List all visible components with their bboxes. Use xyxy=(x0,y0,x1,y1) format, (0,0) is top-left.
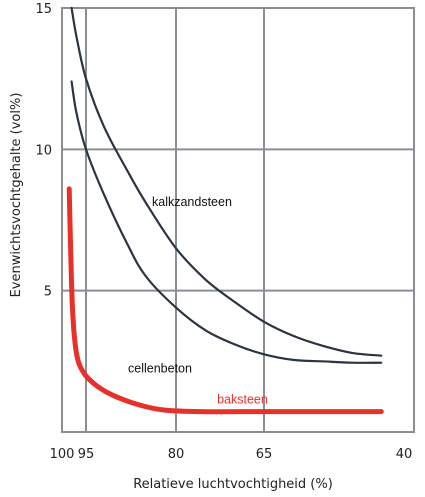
x-axis-title: Relatieve luchtvochtigheid (%) xyxy=(133,477,333,492)
x-tick-label: 40 xyxy=(396,447,413,462)
x-tick-label: 100 xyxy=(50,447,75,462)
x-tick-label: 80 xyxy=(168,447,185,462)
tick-labels: 100 95 80 65 40 5 10 15 xyxy=(35,2,412,462)
x-tick-label: 65 xyxy=(256,447,273,462)
series-label-kalkzandsteen: kalkzandsteen xyxy=(152,195,232,209)
y-tick-label: 15 xyxy=(35,2,52,17)
x-tick-label: 95 xyxy=(78,447,95,462)
plot-frame xyxy=(61,7,415,433)
annotation-layer: kalkzandsteen cellenbeton baksteen xyxy=(128,195,268,407)
y-axis-title: Evenwichtsvochtgehalte (vol%) xyxy=(9,93,24,298)
series-line-baksteen xyxy=(66,186,384,415)
y-tick-label: 5 xyxy=(44,285,52,300)
series-label-baksteen: baksteen xyxy=(217,393,268,407)
grid-lines xyxy=(62,8,414,432)
series-label-cellenbeton: cellenbeton xyxy=(128,362,192,376)
series-layer xyxy=(66,6,384,415)
y-tick-label: 10 xyxy=(35,143,52,158)
series-line-kalkzandsteen xyxy=(70,6,383,357)
series-line-cellenbeton xyxy=(70,80,383,364)
